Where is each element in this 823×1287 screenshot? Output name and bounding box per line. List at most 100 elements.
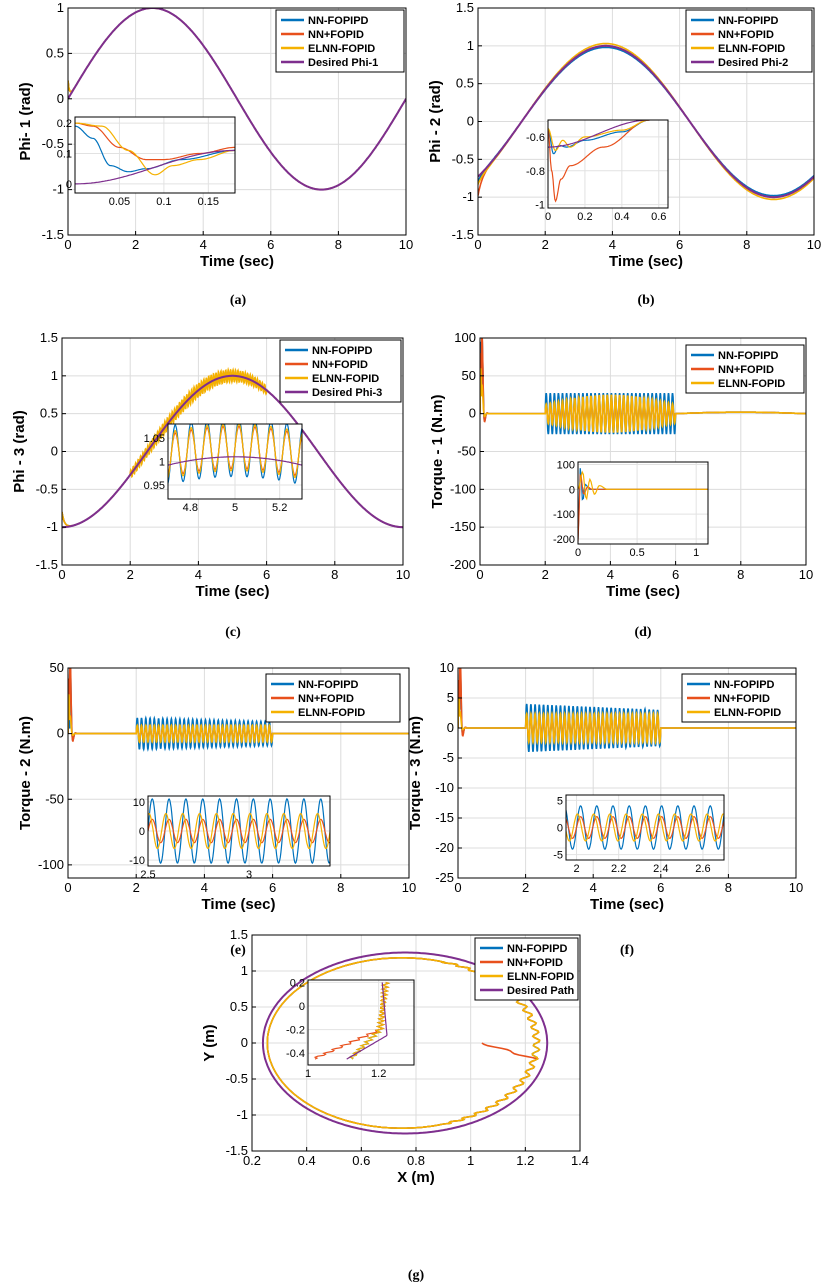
- inset-y-tick-label: -0.8: [526, 166, 545, 178]
- inset-chart: 1 1.2 -0.4 -0.2 0 0.2: [286, 977, 415, 1080]
- inset-x-tick-label: 2.6: [695, 863, 710, 875]
- inset-series-line: [75, 149, 235, 185]
- inset-series-line: [148, 812, 330, 850]
- inset-box: [547, 119, 669, 209]
- inset-series-line: [75, 122, 235, 176]
- x-tick-label: 8: [743, 237, 750, 252]
- x-tick-label: 10: [399, 237, 413, 252]
- legend-entry: NN-FOPIPD: [312, 345, 373, 357]
- y-tick-label: -200: [450, 557, 476, 572]
- y-tick-label: -1: [46, 519, 58, 534]
- inset-series-line: [566, 813, 724, 842]
- x-axis-label: Time (sec): [609, 253, 683, 270]
- inset-chart: 0.05 0.1 0.15 0 0.1 0.2: [57, 116, 236, 208]
- x-tick-label: 6: [672, 567, 679, 582]
- inset-chart: 4.8 5 5.2 0.95 1 1.05: [144, 423, 303, 514]
- x-tick-label: 4: [200, 237, 207, 252]
- y-tick-label: 1.5: [456, 0, 474, 15]
- y-tick-label: 0.5: [230, 999, 248, 1014]
- y-tick-label: -100: [38, 857, 64, 872]
- inset-y-tick-label: 0.1: [57, 148, 72, 160]
- legend: NN-FOPIPD NN+FOPID ELNN-FOPID: [265, 673, 401, 723]
- chart-g: 0.2 0.4 0.6 0.8 1 1.2 1.4 -1.5 -1 -0.5 0 0.5 1 1.5 X (…: [201, 927, 589, 1283]
- inset-x-tick-label: 2: [573, 863, 579, 875]
- y-tick-label: 5: [447, 690, 454, 705]
- legend-entry: ELNN-FOPID: [298, 707, 365, 719]
- inset-area: [578, 462, 708, 544]
- x-tick-label: 4: [607, 567, 614, 582]
- inset-y-tick-label: 0: [299, 1001, 305, 1013]
- panel-caption: (a): [230, 293, 247, 308]
- x-tick-label: 10: [807, 237, 821, 252]
- inset-chart: 2 2.2 2.4 2.6 -5 0 5: [553, 794, 725, 875]
- inset-x-tick-label: 0.05: [109, 196, 130, 208]
- axes-box: [457, 667, 797, 879]
- inset-series-line: [548, 120, 650, 203]
- x-tick-label: 10: [402, 880, 416, 895]
- legend: NN-FOPIPD NN+FOPID ELNN-FOPID: [681, 673, 797, 723]
- panel-caption: (g): [408, 1268, 425, 1283]
- y-axis-label: Phi- 1 (rad): [17, 82, 34, 160]
- inset-y-tick-label: 0: [569, 484, 575, 496]
- inset-y-tick-label: 0: [557, 823, 563, 835]
- y-tick-label: -1: [462, 189, 474, 204]
- inset-chart: 0 0.2 0.4 0.6 -1 -0.8 -0.6: [526, 119, 669, 223]
- inset-series-line: [578, 470, 708, 501]
- chart-c: 0 2 4 6 8 10 -1.5 -1 -0.5 0 0.5 1 1.5 Time (sec) Phi -…: [11, 330, 410, 640]
- panel-caption: (d): [634, 625, 651, 640]
- x-tick-label: 0.4: [298, 1153, 316, 1168]
- legend: NN-FOPIPD NN+FOPID ELNN-FOPID Desired Path: [474, 937, 579, 1001]
- x-tick-label: 6: [676, 237, 683, 252]
- legend: NN-FOPIPD NN+FOPID ELNN-FOPID: [685, 344, 805, 394]
- x-tick-label: 0: [476, 567, 483, 582]
- inset-x-tick-label: 3: [246, 869, 252, 881]
- inset-y-tick-label: -100: [553, 509, 575, 521]
- y-tick-label: -1: [52, 182, 64, 197]
- inset-y-tick-label: -5: [553, 850, 563, 862]
- series-group: [68, 8, 406, 191]
- inset-y-tick-label: 0.2: [290, 977, 305, 989]
- inset-y-tick-label: -0.2: [286, 1025, 305, 1037]
- x-axis-label: Time (sec): [202, 896, 276, 913]
- y-axis-label: Torque - 1 (N.m): [429, 395, 446, 509]
- x-tick-label: 2: [127, 567, 134, 582]
- inset-y-tick-label: 1: [159, 457, 165, 469]
- y-tick-label: 0.5: [456, 76, 474, 91]
- y-tick-label: -10: [435, 780, 454, 795]
- legend-entry: NN-FOPIPD: [718, 350, 779, 362]
- x-axis-label: Time (sec): [196, 583, 270, 600]
- x-tick-label: 0.8: [407, 1153, 425, 1168]
- y-tick-label: 0: [51, 444, 58, 459]
- y-tick-label: -0.5: [452, 151, 474, 166]
- legend-entry: Desired Path: [507, 985, 575, 997]
- y-tick-label: -20: [435, 840, 454, 855]
- x-tick-label: 8: [335, 237, 342, 252]
- x-tick-label: 0: [64, 880, 71, 895]
- axes-box: [67, 667, 410, 879]
- y-tick-label: -0.5: [36, 481, 58, 496]
- inset-area: [548, 120, 668, 208]
- x-tick-label: 1.2: [516, 1153, 534, 1168]
- x-tick-label: 2: [542, 237, 549, 252]
- legend-entry: ELNN-FOPID: [718, 378, 785, 390]
- y-tick-label: -1.5: [452, 227, 474, 242]
- series-line-elnn-fopid: [458, 697, 796, 746]
- y-tick-label: 50: [50, 660, 64, 675]
- inset-box: [167, 423, 303, 500]
- inset-x-tick-label: 0.5: [629, 547, 644, 559]
- axes-box: [67, 7, 407, 236]
- legend-entry: NN+FOPID: [308, 29, 364, 41]
- y-tick-label: 1.5: [230, 927, 248, 942]
- x-tick-label: 0: [474, 237, 481, 252]
- x-tick-label: 4: [195, 567, 202, 582]
- x-tick-label: 2: [132, 237, 139, 252]
- inset-box: [147, 795, 331, 867]
- series-group: [62, 366, 403, 529]
- legend-entry: NN+FOPID: [718, 364, 774, 376]
- x-tick-label: 4: [609, 237, 616, 252]
- legend-entry: ELNN-FOPID: [312, 373, 379, 385]
- legend-entry: NN+FOPID: [714, 693, 770, 705]
- y-tick-label: -25: [435, 870, 454, 885]
- x-tick-label: 10: [789, 880, 803, 895]
